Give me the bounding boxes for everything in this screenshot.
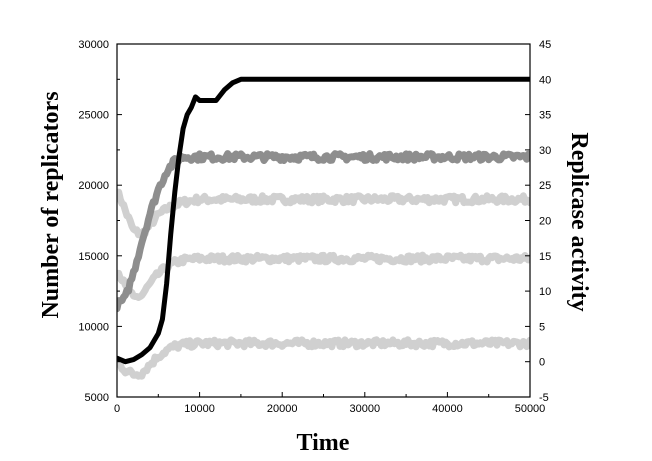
right-y-tick-label: 45 [539,39,551,51]
x-axis-title: Time [297,430,350,456]
left-y-tick-label: 15000 [78,251,109,263]
right-y-axis-title: Replicase activity [566,132,592,311]
right-y-tick-label: -5 [539,392,549,404]
series-line-1 [117,188,530,239]
right-y-tick-label: 0 [539,357,545,369]
right-y-tick-label: 20 [539,216,551,228]
left-y-tick-label: 20000 [78,180,109,192]
series-line-3 [117,336,530,380]
ticks-layer [116,43,531,398]
right-y-tick-label: 25 [539,180,551,192]
right-y-tick-label: 40 [539,74,551,86]
right-y-tick-label: 30 [539,145,551,157]
left-y-tick-label: 5000 [85,392,109,404]
x-tick-label: 50000 [515,403,546,415]
x-tick-label: 30000 [350,403,381,415]
tick-labels-layer: 0 10000 20000 30000 40000 50000 5000 10000 15000… [78,39,551,415]
right-y-tick-label: 15 [539,251,551,263]
x-tick-label: 40000 [432,403,463,415]
left-y-tick-label: 10000 [78,321,109,333]
right-y-tick-label: 35 [539,110,551,122]
left-y-tick-label: 25000 [78,110,109,122]
series-layer [117,76,530,380]
left-y-axis-title: Number of replicators [38,91,64,318]
series-line-2 [117,251,530,301]
series-line-5 [117,76,530,365]
x-tick-label: 20000 [267,403,298,415]
x-tick-label: 10000 [184,403,215,415]
series-line-4 [117,150,530,313]
right-y-tick-label: 10 [539,286,551,298]
right-y-tick-label: 5 [539,321,545,333]
x-tick-label: 0 [114,403,120,415]
left-y-tick-label: 30000 [78,39,109,51]
